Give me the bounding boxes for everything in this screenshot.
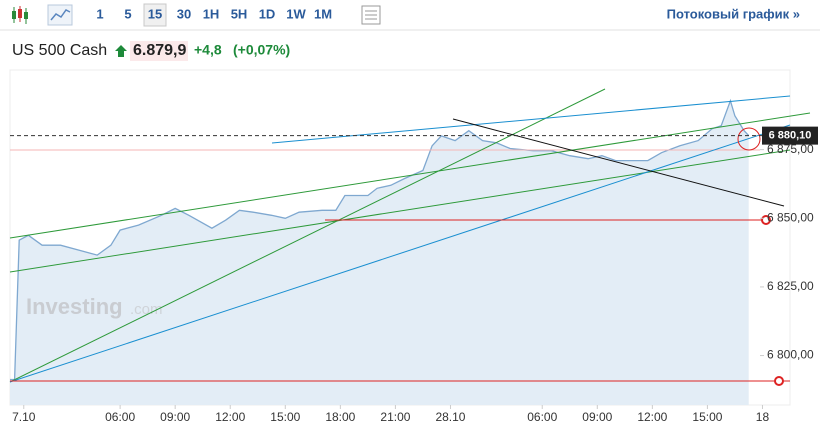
trend-line [9,112,811,239]
y-tick-label: 6 825,00 [767,279,814,293]
price-line [10,98,750,381]
layout-icon[interactable] [361,5,381,25]
trend-line [452,118,785,207]
interval-button[interactable]: 30 [177,6,191,21]
interval-button[interactable]: 1W [286,6,306,21]
x-tick-label: 18:00 [325,410,355,424]
x-tick-label: 21:00 [380,410,410,424]
interval-button[interactable]: 1 [96,6,103,21]
x-tick-label: 15:00 [692,410,722,424]
interval-button[interactable]: 1D [259,6,276,21]
up-arrow [115,45,127,57]
interval-button[interactable]: 15 [148,6,162,21]
trend-line [271,95,791,144]
candle-icon[interactable] [12,6,28,24]
marker-circle [737,127,761,151]
watermark-brand: Investing [26,294,123,319]
x-tick-label: 15:00 [270,410,300,424]
price: 6.879,9 [133,42,186,59]
interval-button[interactable]: 5H [231,6,248,21]
interval-button[interactable]: 1M [314,6,332,21]
area-fill [10,100,749,406]
watermark-suffix: .com [130,301,163,318]
x-tick-label: 09:00 [160,410,190,424]
instrument-title: US 500 Cash [12,42,107,59]
change: +4,8 [194,42,222,58]
x-tick-label: 18 [756,410,770,424]
y-tick-label: 6 800,00 [767,348,814,362]
trend-line [9,149,791,273]
x-tick-label: 06:00 [105,410,135,424]
interval-button[interactable]: 1H [203,6,220,21]
x-tick-label: 7.10 [12,410,36,424]
y-tick-label: 6 875,00 [767,142,814,156]
x-tick-label: 12:00 [637,410,667,424]
level-handle[interactable] [774,376,784,386]
trend-line [9,88,606,383]
toolbar [0,0,820,30]
area-icon[interactable] [47,4,73,26]
x-tick-label: 12:00 [215,410,245,424]
last-price-label: 6 880,10 [769,130,812,142]
x-tick-label: 09:00 [582,410,612,424]
x-tick-label: 06:00 [527,410,557,424]
interval-button[interactable]: 5 [124,6,131,21]
y-tick-label: 6 850,00 [767,210,814,224]
drawings [9,88,811,386]
change-pct: (+0,07%) [233,42,290,58]
x-tick-label: 28.10 [435,410,465,424]
stream-link[interactable]: Потоковый график » [667,6,800,21]
price-highlight [130,41,188,61]
last-price-box [762,126,818,145]
trend-line [9,124,791,383]
selected-interval [143,3,167,27]
